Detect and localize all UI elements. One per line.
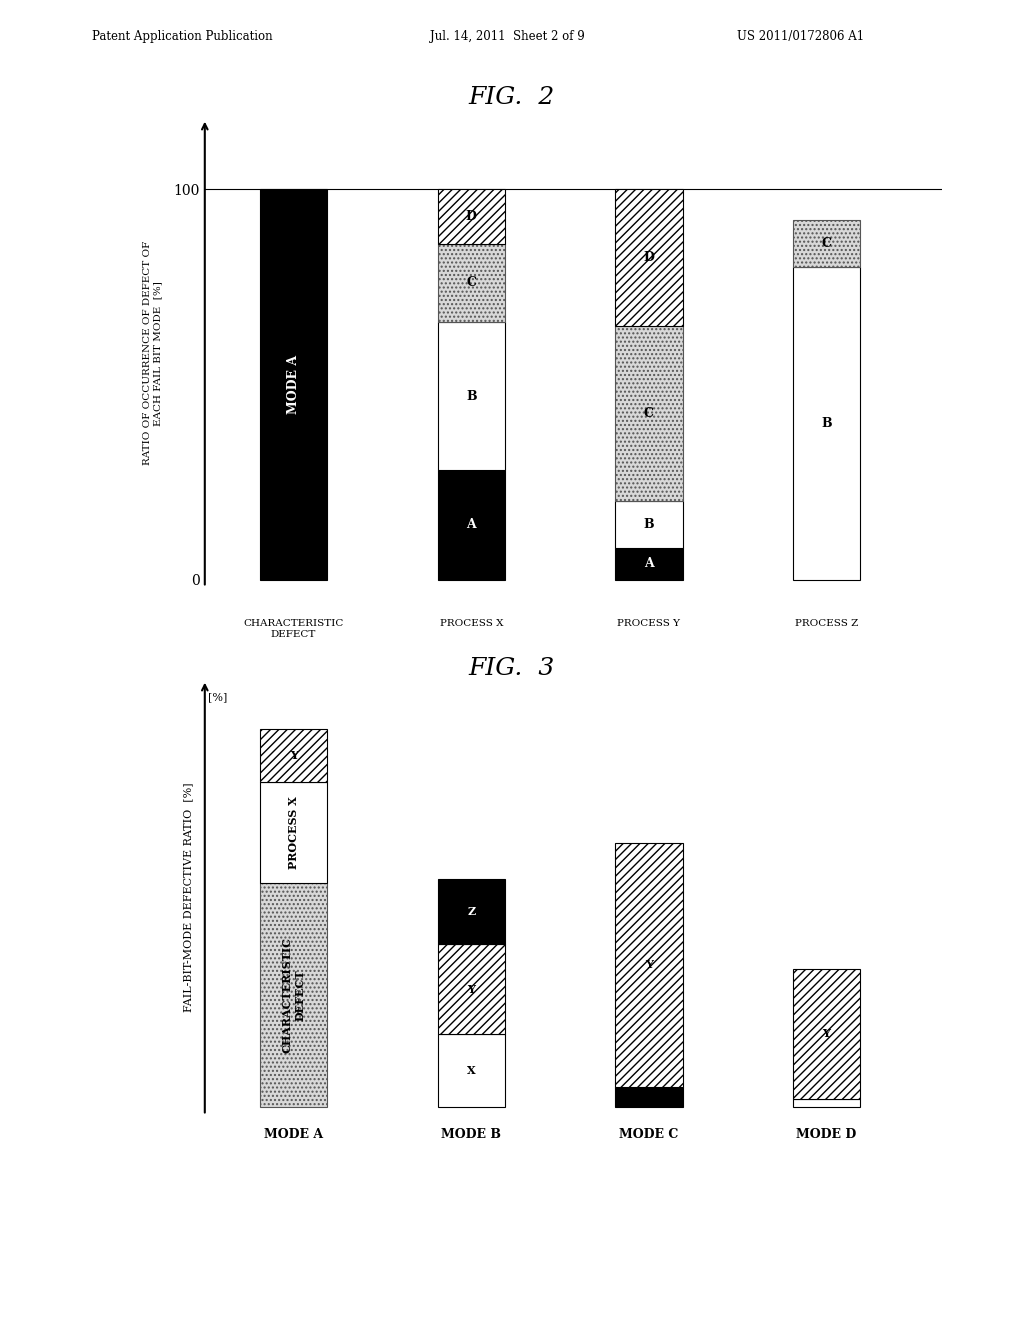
Text: C: C: [644, 407, 654, 420]
Text: MODE D: MODE D: [797, 1127, 857, 1140]
Text: PROCESS X: PROCESS X: [439, 619, 503, 627]
Text: Y: Y: [645, 960, 653, 970]
Text: C: C: [466, 276, 476, 289]
Text: B: B: [466, 389, 476, 403]
Bar: [260, 189, 328, 579]
Text: PROCESS Y: PROCESS Y: [617, 619, 680, 627]
Bar: [437, 879, 505, 944]
Bar: [615, 548, 683, 579]
Text: MODE B: MODE B: [441, 1127, 502, 1140]
Bar: [615, 842, 683, 1086]
Bar: [615, 189, 683, 326]
Bar: [437, 244, 505, 322]
Bar: [793, 220, 860, 267]
Y-axis label: RATIO OF OCCURRENCE OF DEFECT OF
EACH FAIL BIT MODE  [%]: RATIO OF OCCURRENCE OF DEFECT OF EACH FA…: [143, 242, 163, 465]
Y-axis label: FAIL-BIT-MODE DEFECTIVE RATIO  [%]: FAIL-BIT-MODE DEFECTIVE RATIO [%]: [183, 783, 194, 1012]
Text: A: A: [466, 519, 476, 532]
Bar: [793, 267, 860, 579]
Text: A: A: [644, 557, 653, 570]
Text: X: X: [467, 1065, 475, 1076]
Text: FIG.  2: FIG. 2: [469, 86, 555, 108]
Text: Y: Y: [290, 750, 298, 760]
Bar: [437, 470, 505, 579]
Text: B: B: [821, 417, 831, 430]
Text: CHARACTERISTIC
DEFECT: CHARACTERISTIC DEFECT: [244, 619, 344, 639]
Text: FIG.  3: FIG. 3: [469, 657, 555, 680]
Bar: [437, 1034, 505, 1107]
Text: PROCESS X: PROCESS X: [288, 796, 299, 869]
Bar: [437, 944, 505, 1034]
Bar: [437, 189, 505, 244]
Bar: [615, 502, 683, 548]
Text: Patent Application Publication: Patent Application Publication: [92, 30, 272, 44]
Bar: [260, 883, 328, 1107]
Text: D: D: [643, 251, 654, 264]
Text: MODE A: MODE A: [264, 1127, 324, 1140]
Text: C: C: [821, 238, 831, 251]
Text: Jul. 14, 2011  Sheet 2 of 9: Jul. 14, 2011 Sheet 2 of 9: [430, 30, 585, 44]
Bar: [615, 326, 683, 502]
Text: MODE A: MODE A: [287, 355, 300, 414]
Text: Y: Y: [467, 983, 475, 995]
Text: MODE C: MODE C: [620, 1127, 679, 1140]
Text: Y: Y: [822, 1028, 830, 1039]
Bar: [260, 781, 328, 883]
Text: D: D: [466, 210, 477, 223]
Text: US 2011/0172806 A1: US 2011/0172806 A1: [737, 30, 864, 44]
Text: PROCESS Z: PROCESS Z: [795, 619, 858, 627]
Bar: [793, 969, 860, 1100]
Bar: [793, 1100, 860, 1107]
Text: [%]: [%]: [208, 692, 227, 702]
Text: B: B: [644, 519, 654, 532]
Text: CHARACTERISTIC
DEFECT: CHARACTERISTIC DEFECT: [282, 937, 305, 1053]
Bar: [437, 322, 505, 470]
Bar: [260, 729, 328, 781]
Bar: [615, 1086, 683, 1107]
Text: Z: Z: [467, 907, 475, 917]
